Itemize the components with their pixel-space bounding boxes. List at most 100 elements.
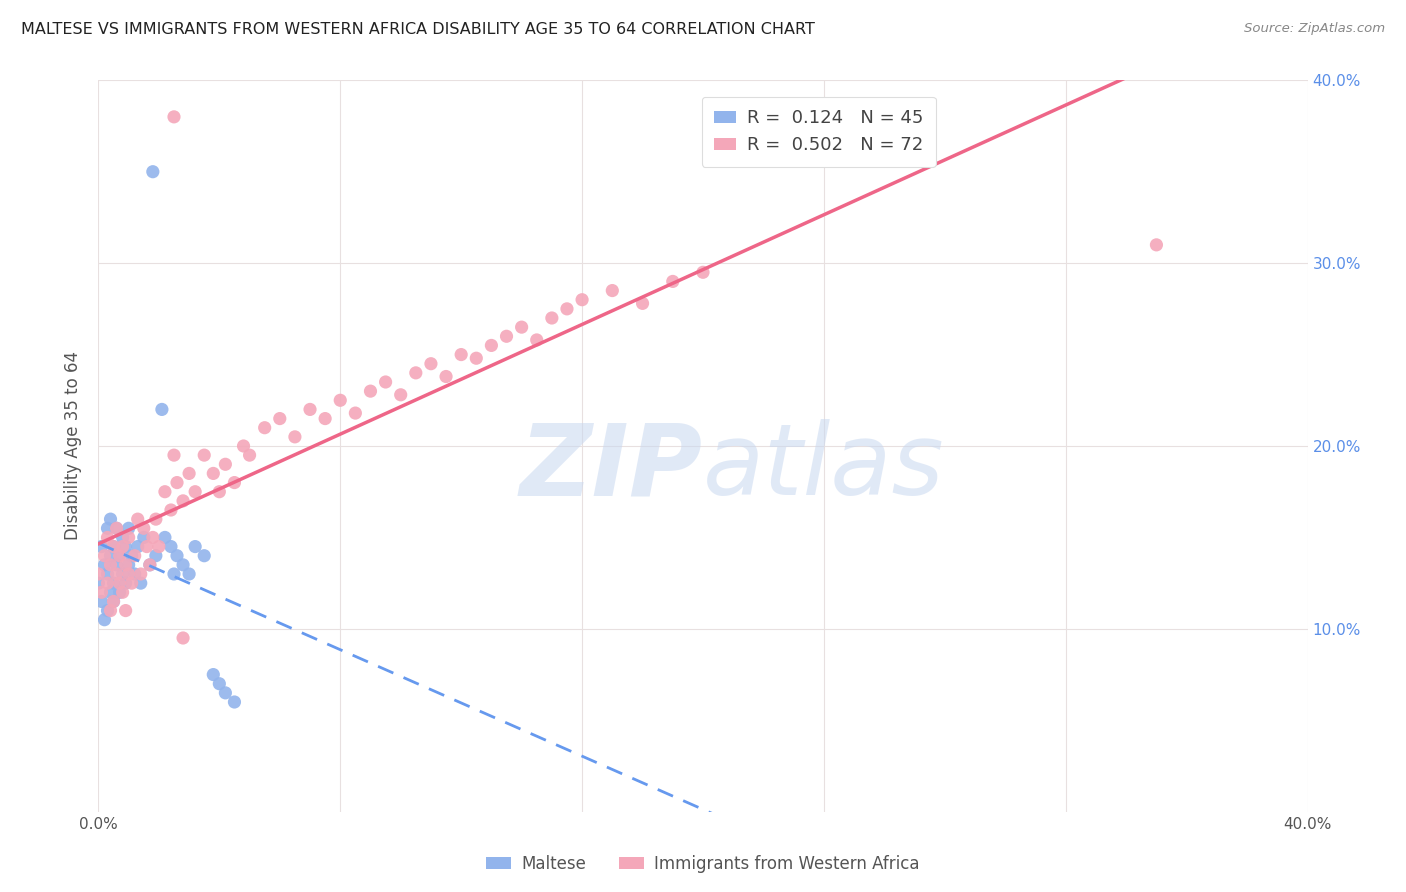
Point xyxy=(692,265,714,279)
Point xyxy=(139,558,162,572)
Point xyxy=(103,540,125,554)
Point xyxy=(129,567,152,582)
Point xyxy=(481,338,503,352)
Point xyxy=(103,576,125,591)
Point xyxy=(450,347,472,362)
Point xyxy=(100,558,122,572)
Point xyxy=(150,402,173,417)
Point xyxy=(118,530,141,544)
Point xyxy=(87,567,110,582)
Point xyxy=(224,695,246,709)
Point xyxy=(105,521,128,535)
Point xyxy=(160,540,183,554)
Point xyxy=(163,110,186,124)
Point xyxy=(108,549,131,563)
Point xyxy=(163,567,186,582)
Point xyxy=(124,567,146,582)
Point xyxy=(139,558,162,572)
Legend: R =  0.124   N = 45, R =  0.502   N = 72: R = 0.124 N = 45, R = 0.502 N = 72 xyxy=(702,96,936,167)
Point xyxy=(87,576,110,591)
Point xyxy=(344,406,367,420)
Point xyxy=(540,310,562,325)
Point xyxy=(132,530,155,544)
Point xyxy=(93,549,115,563)
Point xyxy=(172,631,194,645)
Point xyxy=(526,333,548,347)
Point xyxy=(153,484,176,499)
Point xyxy=(105,558,128,572)
Point xyxy=(100,585,122,599)
Point xyxy=(103,594,125,608)
Point xyxy=(434,369,457,384)
Point xyxy=(166,549,188,563)
Point xyxy=(114,576,136,591)
Point xyxy=(314,411,336,425)
Point xyxy=(631,296,654,310)
Point xyxy=(224,475,246,490)
Point xyxy=(93,558,115,572)
Point xyxy=(108,549,131,563)
Point xyxy=(135,540,157,554)
Point xyxy=(114,603,136,617)
Point xyxy=(184,484,207,499)
Point xyxy=(142,530,165,544)
Legend: Maltese, Immigrants from Western Africa: Maltese, Immigrants from Western Africa xyxy=(479,848,927,880)
Point xyxy=(214,457,236,471)
Point xyxy=(121,576,143,591)
Point xyxy=(96,567,118,582)
Point xyxy=(172,494,194,508)
Point xyxy=(118,521,141,535)
Point xyxy=(193,448,215,462)
Point xyxy=(105,521,128,535)
Point xyxy=(148,540,170,554)
Point xyxy=(100,603,122,617)
Point xyxy=(166,475,188,490)
Point xyxy=(114,558,136,572)
Point xyxy=(1144,238,1167,252)
Point xyxy=(329,393,352,408)
Point xyxy=(111,540,134,554)
Point xyxy=(360,384,382,398)
Point xyxy=(179,567,201,582)
Point xyxy=(299,402,322,417)
Point xyxy=(160,503,183,517)
Point xyxy=(555,301,578,316)
Point xyxy=(405,366,427,380)
Point xyxy=(495,329,517,343)
Point xyxy=(111,567,134,582)
Point xyxy=(208,484,231,499)
Point xyxy=(145,512,167,526)
Point xyxy=(90,594,112,608)
Point xyxy=(184,540,207,554)
Point xyxy=(103,594,125,608)
Point xyxy=(145,549,167,563)
Point xyxy=(163,448,186,462)
Point xyxy=(232,439,254,453)
Point xyxy=(153,530,176,544)
Point xyxy=(96,603,118,617)
Point xyxy=(114,540,136,554)
Point xyxy=(374,375,396,389)
Point xyxy=(96,576,118,591)
Point xyxy=(602,284,624,298)
Point xyxy=(100,549,122,563)
Point xyxy=(239,448,262,462)
Text: MALTESE VS IMMIGRANTS FROM WESTERN AFRICA DISABILITY AGE 35 TO 64 CORRELATION CH: MALTESE VS IMMIGRANTS FROM WESTERN AFRIC… xyxy=(21,22,815,37)
Point xyxy=(105,567,128,582)
Point xyxy=(118,567,141,582)
Point xyxy=(111,585,134,599)
Point xyxy=(124,549,146,563)
Y-axis label: Disability Age 35 to 64: Disability Age 35 to 64 xyxy=(65,351,83,541)
Point xyxy=(100,512,122,526)
Point xyxy=(129,576,152,591)
Point xyxy=(208,676,231,690)
Point xyxy=(420,357,443,371)
Point xyxy=(571,293,593,307)
Point xyxy=(142,164,165,178)
Point xyxy=(284,430,307,444)
Point xyxy=(93,613,115,627)
Point xyxy=(179,467,201,481)
Point xyxy=(118,558,141,572)
Point xyxy=(90,540,112,554)
Point xyxy=(202,467,225,481)
